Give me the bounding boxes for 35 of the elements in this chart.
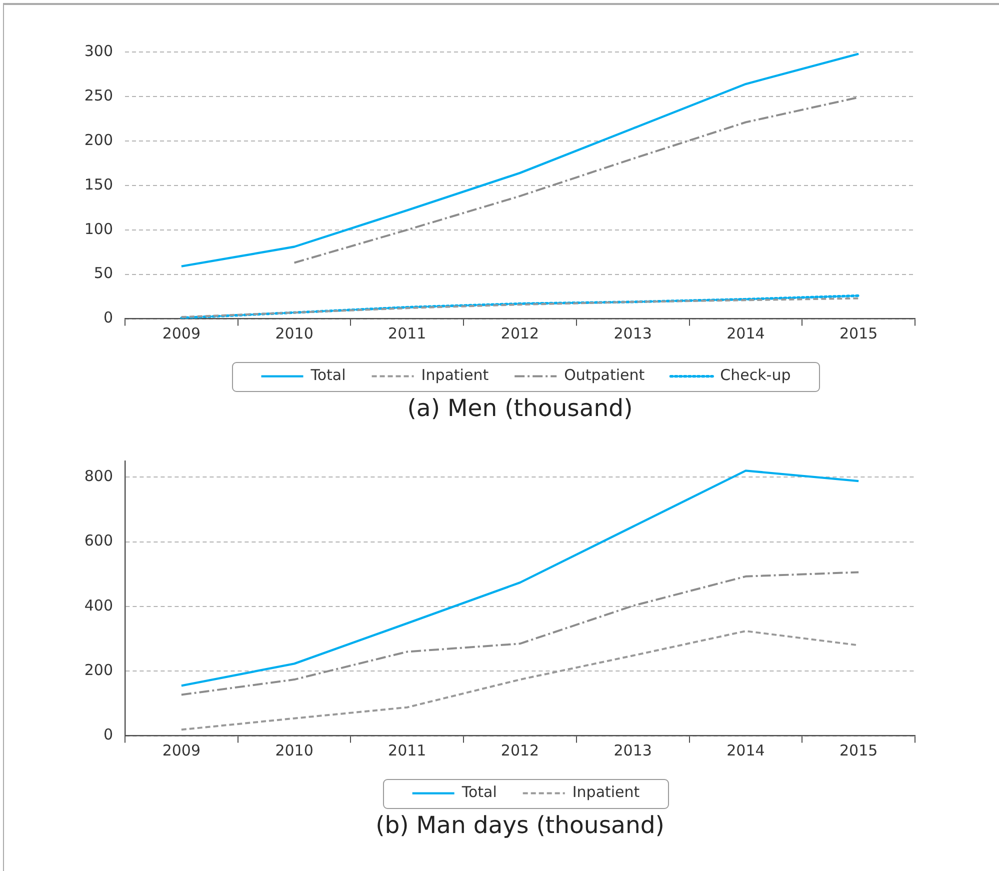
line-series [180,571,860,696]
y-tick-label: 50 [94,264,113,282]
legend-label: Inpatient [572,783,640,802]
text: (a) Men (thousand) [407,394,633,422]
legend-label: Total [310,366,346,384]
x-tick-label: 2009 [162,324,201,343]
x-tick-label: 2012 [500,742,540,760]
y-tick-label: 0 [103,308,113,327]
y-tick-label: 600 [84,532,113,550]
y-tick-label: 100 [84,220,113,238]
x-tick-label: 2015 [839,742,878,760]
x-tick-label: 2014 [726,324,765,343]
x-tick-label: 2012 [500,324,540,343]
y-tick-label: 0 [103,726,113,744]
x-tick-label: 2010 [275,742,314,760]
x-tick-label: 2015 [839,324,878,343]
y-tick-label: 800 [84,467,113,486]
x-tick-label: 2013 [614,742,652,760]
legend-label: Outpatient [564,366,645,384]
y-tick-label: 250 [84,86,113,104]
legend-label: Inpatient [421,366,489,384]
y-tick-label: 200 [84,661,113,680]
y-tick-label: 300 [84,42,113,60]
x-tick-label: 2014 [726,742,765,760]
text: (b) Man days (thousand) [376,811,664,840]
legend-label: Total [460,783,497,802]
y-tick-label: 400 [84,596,113,614]
x-tick-label: 2013 [614,324,652,343]
x-tick-label: 2011 [388,742,426,760]
y-tick-label: 200 [84,130,113,149]
x-tick-label: 2011 [388,324,426,343]
y-tick-label: 150 [84,175,113,194]
legend-label: Check-up [720,366,791,384]
x-tick-label: 2010 [275,324,314,343]
x-tick-label: 2009 [162,742,201,760]
